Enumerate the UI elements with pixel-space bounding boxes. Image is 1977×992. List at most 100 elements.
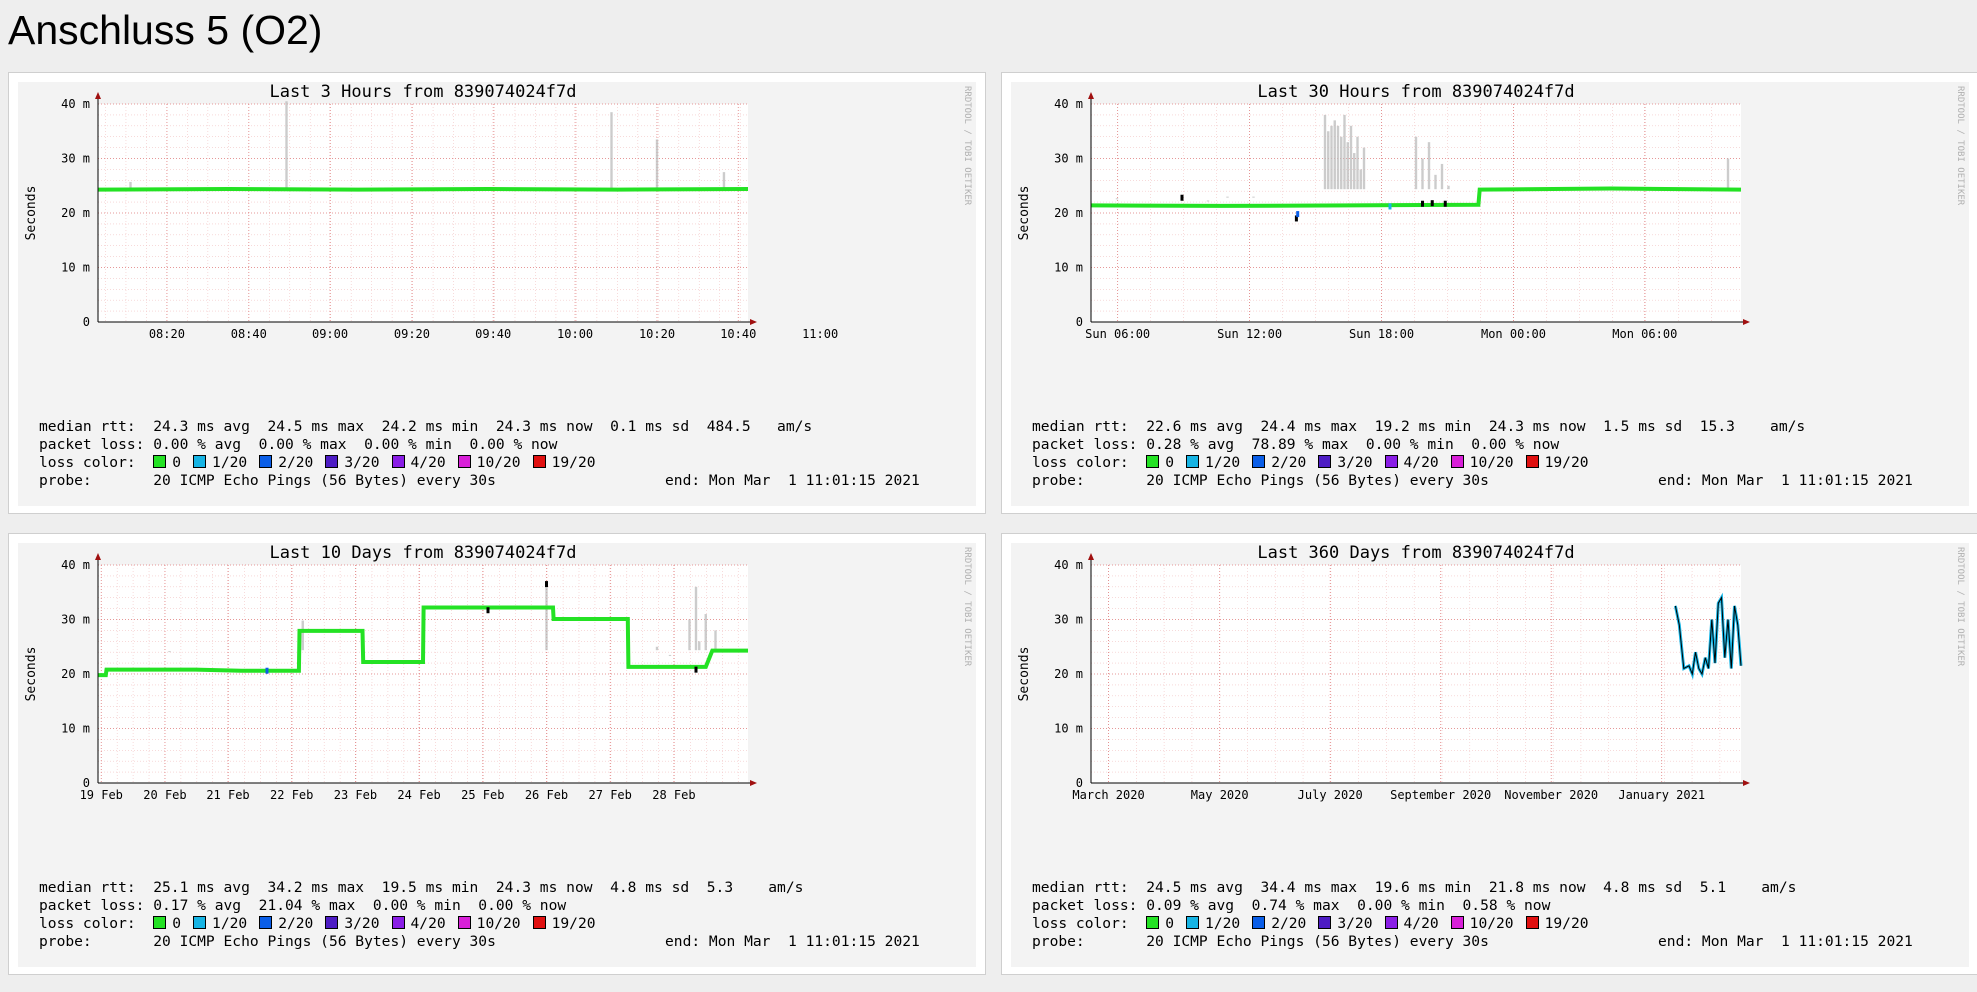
x-tick-label: 21 Feb: [206, 788, 249, 802]
x-tick-label: 09:00: [312, 327, 348, 341]
color-swatch: [391, 455, 405, 468]
chart-svg: 0 10 m 20 m 30 m 40 m 19 Feb 20 Feb 21 Feb 22 Fe…: [24, 543, 972, 802]
y-tick-label: 40 m: [1054, 558, 1083, 572]
graph-image: 0 10 m 20 m 30 m 40 m 08:20 08:40 09:00 09:20 09:…: [18, 82, 976, 506]
y-tick-label: 10 m: [1054, 261, 1083, 275]
page-title: Anschluss 5 (O2): [8, 7, 323, 53]
y-tick-label: 30 m: [1054, 613, 1083, 627]
loss-color-text: 10/20: [476, 454, 521, 471]
y-tick-label: 40 m: [1054, 97, 1083, 111]
loss-color-legend: loss color: 0 1/20 2/20 3/20 4/20 10/20 19/20: [39, 454, 812, 472]
x-tick-label: September 2020: [1390, 788, 1491, 802]
loss-color-text: 4/20: [410, 915, 446, 932]
graph-panel-10d[interactable]: 0 10 m 20 m 30 m 40 m 19 Feb 20 Feb 21 Feb 22 Fe…: [8, 533, 986, 975]
end-time: end: Mon Mar 1 11:01:15 2021: [665, 472, 920, 489]
smoke-spike: [1349, 125, 1353, 190]
color-swatch: [259, 916, 273, 929]
y-tick-label: 0: [1076, 315, 1083, 329]
loss-color-item: 3/20: [325, 454, 380, 472]
probe-info: probe: 20 ICMP Echo Pings (56 Bytes) eve…: [39, 472, 920, 489]
x-tick-label: 26 Feb: [525, 788, 568, 802]
smoke-spike: [1414, 136, 1418, 190]
loss-color-item: 2/20: [259, 454, 313, 472]
loss-color-item: 0: [153, 915, 181, 933]
color-swatch: [532, 455, 546, 468]
packet-loss-stats: packet loss: 0.09 % avg 0.74 % max 0.00 …: [1032, 897, 1551, 914]
color-swatch: [1146, 916, 1160, 929]
graph-image: 0 10 m 20 m 30 m 40 m Sun 06:00 Sun 12:00 Sun 1…: [1011, 82, 1969, 506]
x-tick-label: 09:20: [394, 327, 430, 341]
loss-color-item: 1/20: [193, 454, 247, 472]
color-swatch: [193, 916, 207, 929]
smoke-spike: [1421, 158, 1424, 190]
graph-panel-30h[interactable]: 0 10 m 20 m 30 m 40 m Sun 06:00 Sun 12:00 Sun 1…: [1001, 72, 1977, 514]
loss-color-text: 1/20: [1205, 454, 1241, 471]
packet-loss-stats: packet loss: 0.17 % avg 21.04 % max 0.00…: [39, 897, 567, 914]
smoke-spike: [1343, 114, 1346, 190]
smoke-spike: [1330, 125, 1333, 190]
smoke-spike: [1359, 169, 1362, 190]
median-rtt-line: [1090, 186, 1742, 208]
loss-point: [1443, 200, 1447, 207]
loss-color-item: 19/20: [532, 454, 596, 472]
probe-info: probe: 20 ICMP Echo Pings (56 Bytes) eve…: [1032, 933, 1913, 950]
y-tick-label: 30 m: [1054, 152, 1083, 166]
smoke-spike: [714, 630, 717, 651]
loss-color-item: 10/20: [1450, 454, 1514, 472]
color-swatch: [1525, 455, 1539, 468]
x-tick-label: 23 Feb: [334, 788, 377, 802]
x-tick-label: 19 Feb: [80, 788, 123, 802]
graph-panel-360d[interactable]: 0 10 m 20 m 30 m 40 m March 2020 May 2020 July …: [1001, 533, 1977, 975]
loss-color-item: 4/20: [391, 915, 446, 933]
y-tick-label: 0: [83, 315, 90, 329]
x-tick-label: Sun 18:00: [1349, 327, 1414, 341]
loss-color-label: loss color:: [39, 454, 154, 471]
x-tick-label: 27 Feb: [589, 788, 632, 802]
y-axis-label: Seconds: [1017, 647, 1032, 702]
graph-panel-3h[interactable]: 0 10 m 20 m 30 m 40 m 08:20 08:40 09:00 09:20 09:…: [8, 72, 986, 514]
x-tick-label: 10:40: [720, 327, 756, 341]
loss-color-item: 1/20: [1186, 454, 1240, 472]
smoke-spike: [1427, 142, 1431, 190]
y-tick-label: 10 m: [1054, 722, 1083, 736]
color-swatch: [1450, 455, 1464, 468]
color-swatch: [1318, 916, 1332, 929]
smoke-spike: [301, 620, 304, 651]
loss-color-label: loss color:: [1032, 915, 1147, 932]
graph-legend: median rtt: 24.3 ms avg 24.5 ms max 24.2…: [39, 418, 920, 490]
loss-point: [1421, 200, 1424, 207]
smoke-spike: [1340, 136, 1343, 190]
loss-color-text: 4/20: [1403, 915, 1439, 932]
loss-color-item: 0: [1146, 915, 1174, 933]
color-swatch: [1384, 455, 1398, 468]
color-swatch: [325, 455, 339, 468]
loss-color-text: 4/20: [1403, 454, 1439, 471]
loss-color-item: 1/20: [193, 915, 247, 933]
loss-point: [265, 667, 269, 674]
smoke-spike: [1440, 163, 1444, 190]
chart-title: Last 360 Days from 839074024f7d: [1257, 543, 1574, 563]
loss-color-text: 19/20: [1544, 454, 1589, 471]
color-swatch: [193, 455, 207, 468]
smoke-spike: [1353, 153, 1356, 190]
color-swatch: [259, 455, 273, 468]
probe-info: probe: 20 ICMP Echo Pings (56 Bytes) eve…: [1032, 472, 1913, 489]
y-axis-label: Seconds: [24, 647, 39, 702]
x-tick-label: July 2020: [1298, 788, 1363, 802]
chart-svg: 0 10 m 20 m 30 m 40 m Sun 06:00 Sun 12:00 Sun 1…: [1017, 82, 1965, 341]
graph-legend: median rtt: 25.1 ms avg 34.2 ms max 19.5…: [39, 879, 920, 951]
packet-loss-stats: packet loss: 0.00 % avg 0.00 % max 0.00 …: [39, 436, 558, 453]
chart-title: Last 3 Hours from 839074024f7d: [269, 82, 576, 102]
loss-color-text: 19/20: [1544, 915, 1589, 932]
x-tick-label: March 2020: [1072, 788, 1144, 802]
color-swatch: [1186, 455, 1200, 468]
loss-point: [1430, 200, 1434, 207]
y-tick-label: 40 m: [61, 97, 90, 111]
rrdtool-watermark: RRDTOOL / TOBI OETIKER: [1955, 86, 1965, 206]
median-rtt-line: [97, 186, 749, 192]
loss-color-text: 19/20: [551, 454, 596, 471]
loss-color-text: 0: [172, 915, 182, 932]
loss-color-label: loss color:: [1032, 454, 1147, 471]
smoke-spike: [168, 651, 171, 653]
color-swatch: [1146, 455, 1160, 468]
